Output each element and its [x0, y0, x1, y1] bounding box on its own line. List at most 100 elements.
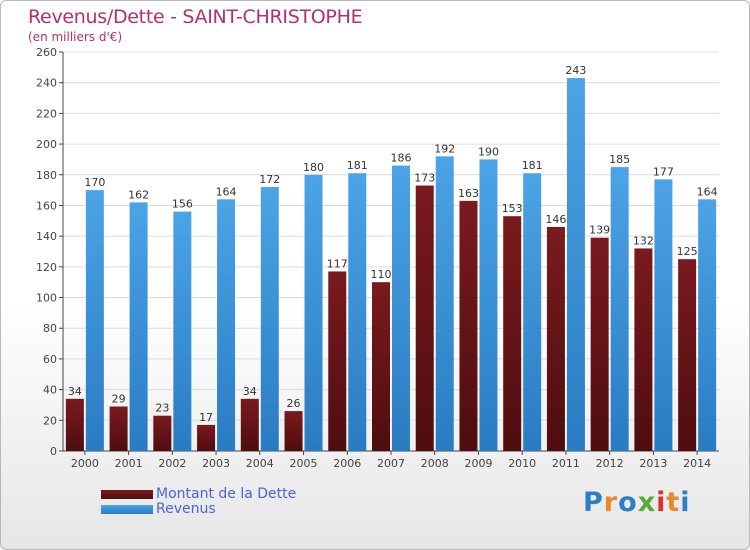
data-label-debt: 17 — [199, 411, 213, 424]
x-tick-label: 2009 — [464, 457, 492, 470]
y-tick-label: 140 — [36, 230, 57, 243]
bar-revenue — [348, 173, 367, 451]
bar-debt — [328, 271, 347, 451]
proxiti-logo: Proxiti — [583, 487, 691, 518]
x-tick-label: 2000 — [71, 457, 99, 470]
data-label-debt: 146 — [545, 213, 566, 226]
y-tick-label: 160 — [36, 199, 57, 212]
data-label-debt: 34 — [243, 385, 257, 398]
bar-revenue — [435, 156, 454, 451]
bar-revenue — [654, 179, 673, 451]
y-tick-label: 100 — [36, 292, 57, 305]
bar-debt — [503, 216, 522, 451]
bar-debt — [65, 398, 84, 451]
chart-subtitle: (en milliers d'€) — [28, 30, 123, 44]
y-tick-label: 180 — [36, 169, 57, 182]
x-tick-label: 2001 — [115, 457, 143, 470]
bar-debt — [546, 226, 565, 451]
y-tick-label: 120 — [36, 261, 57, 274]
data-label-debt: 125 — [677, 245, 698, 258]
logo-letter: t — [666, 487, 681, 518]
legend-swatch-revenue — [101, 505, 153, 514]
x-tick-label: 2012 — [596, 457, 624, 470]
data-label-debt: 163 — [458, 187, 479, 200]
data-label-revenue: 164 — [216, 185, 237, 198]
y-tick-label: 0 — [50, 445, 57, 458]
x-tick-label: 2011 — [552, 457, 580, 470]
y-tick-label: 200 — [36, 138, 57, 151]
y-tick-label: 220 — [36, 107, 57, 120]
y-tick-label: 240 — [36, 77, 57, 90]
data-label-revenue: 243 — [565, 64, 586, 77]
data-label-revenue: 156 — [172, 198, 193, 211]
bar-debt — [459, 200, 478, 451]
logo-letter: r — [603, 487, 619, 518]
bar-revenue — [698, 199, 717, 451]
data-label-revenue: 164 — [697, 185, 718, 198]
x-tick-label: 2003 — [202, 457, 230, 470]
data-label-revenue: 162 — [128, 188, 149, 201]
x-tick-label: 2004 — [246, 457, 274, 470]
data-label-debt: 117 — [327, 257, 348, 270]
logo-letter: i — [656, 487, 667, 518]
data-label-revenue: 190 — [478, 145, 499, 158]
bar-revenue — [523, 173, 542, 451]
data-label-revenue: 181 — [347, 159, 368, 172]
data-label-revenue: 172 — [259, 173, 280, 186]
bar-revenue — [85, 190, 104, 451]
data-label-revenue: 186 — [391, 152, 412, 165]
x-tick-label: 2014 — [683, 457, 711, 470]
y-tick-label: 20 — [43, 414, 57, 427]
legend-swatch-debt — [101, 490, 153, 499]
legend-item-debt: Montant de la Dette — [101, 486, 361, 503]
data-label-revenue: 181 — [522, 159, 543, 172]
bar-revenue — [304, 174, 323, 451]
bar-debt — [284, 411, 303, 451]
logo-letter: i — [680, 487, 691, 518]
data-label-debt: 139 — [589, 224, 610, 237]
y-tick-label: 260 — [36, 46, 57, 59]
bar-revenue — [392, 165, 410, 452]
x-tick-label: 2005 — [290, 457, 318, 470]
bar-revenue — [129, 202, 148, 451]
bar-debt — [678, 259, 697, 451]
bar-revenue — [173, 211, 192, 451]
data-label-debt: 23 — [155, 402, 169, 415]
data-label-revenue: 192 — [434, 142, 455, 155]
data-label-revenue: 177 — [653, 165, 674, 178]
bar-debt — [634, 248, 653, 451]
data-label-revenue: 170 — [84, 176, 105, 189]
bar-debt — [590, 237, 609, 451]
bar-debt — [197, 424, 216, 451]
data-label-debt: 173 — [414, 172, 435, 185]
x-tick-label: 2013 — [639, 457, 667, 470]
bar-debt — [153, 415, 172, 451]
data-label-debt: 29 — [112, 392, 126, 405]
y-tick-label: 40 — [43, 384, 57, 397]
x-tick-label: 2007 — [377, 457, 405, 470]
x-tick-label: 2010 — [508, 457, 536, 470]
bar-revenue — [260, 187, 279, 452]
logo-letter: P — [583, 487, 604, 518]
x-tick-label: 2002 — [158, 457, 186, 470]
legend-item-revenue: Revenus — [101, 501, 361, 518]
chart-title: Revenus/Dette - SAINT-CHRISTOPHE — [28, 6, 363, 28]
legend-label-debt: Montant de la Dette — [156, 486, 297, 502]
bar-debt — [240, 398, 259, 451]
bar-revenue — [610, 167, 629, 451]
logo-letter: x — [637, 487, 657, 518]
data-label-debt: 34 — [68, 385, 82, 398]
data-label-debt: 153 — [502, 202, 523, 215]
bar-debt — [109, 406, 128, 451]
y-tick-label: 60 — [43, 353, 57, 366]
logo-letter: o — [618, 487, 638, 518]
legend-label-revenue: Revenus — [156, 501, 216, 517]
data-label-revenue: 180 — [303, 161, 324, 174]
data-label-debt: 132 — [633, 234, 654, 247]
bar-debt — [372, 282, 390, 451]
x-tick-label: 2006 — [333, 457, 361, 470]
bar-revenue — [479, 159, 498, 451]
data-label-debt: 26 — [287, 397, 301, 410]
bar-revenue — [217, 199, 236, 451]
